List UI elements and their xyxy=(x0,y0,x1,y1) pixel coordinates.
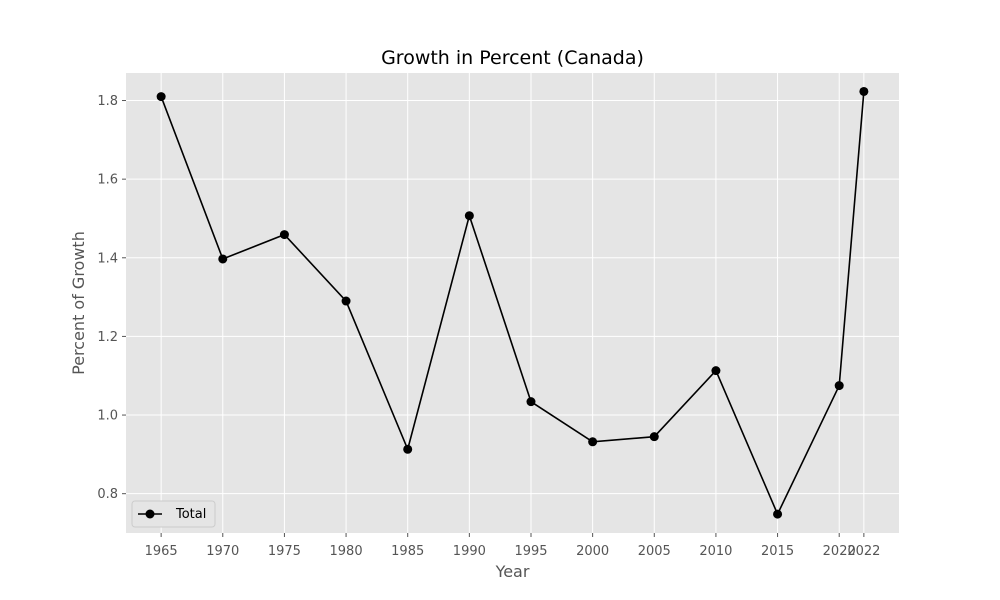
x-tick-label-1975: 1975 xyxy=(268,544,301,559)
data-point-2022 xyxy=(859,86,869,96)
y-tick-label-3: 1.4 xyxy=(97,251,118,266)
data-point-1985 xyxy=(403,444,413,454)
y-tick-label-4: 1.6 xyxy=(97,173,118,188)
x-tick-label-1995: 1995 xyxy=(514,544,547,559)
x-tick-label-2010: 2010 xyxy=(699,544,732,559)
data-point-1975 xyxy=(279,230,289,240)
x-tick-label-2005: 2005 xyxy=(638,544,671,559)
x-tick-label-2022: 2022 xyxy=(847,544,880,559)
legend-label-total: Total xyxy=(175,507,206,522)
data-point-1980 xyxy=(341,296,351,306)
x-axis-ticks: 1965 1970 1975 1980 1985 1990 1995 2000 2005 2010… xyxy=(145,533,880,559)
grid-lines xyxy=(126,73,899,533)
legend-marker-total xyxy=(145,509,155,519)
data-point-1965 xyxy=(156,92,166,102)
y-axis-label: Percent of Growth xyxy=(69,231,88,375)
data-point-1995 xyxy=(526,397,536,407)
legend: Total xyxy=(131,500,216,528)
x-tick-label-1965: 1965 xyxy=(145,544,178,559)
y-tick-label-1: 1.0 xyxy=(97,409,118,424)
data-point-1990 xyxy=(464,211,474,221)
chart-title: Growth in Percent (Canada) xyxy=(381,47,644,69)
x-tick-label-2020: 2020 xyxy=(823,544,856,559)
x-tick-label-1980: 1980 xyxy=(330,544,363,559)
data-point-1970 xyxy=(218,254,228,264)
x-tick-label-1985: 1985 xyxy=(391,544,424,559)
plot-area xyxy=(126,73,899,533)
data-point-2015 xyxy=(773,509,783,519)
data-point-2005 xyxy=(649,432,659,442)
x-tick-label-2000: 2000 xyxy=(576,544,609,559)
x-tick-label-1970: 1970 xyxy=(206,544,239,559)
y-tick-label-0: 0.8 xyxy=(97,487,118,502)
x-tick-label-2015: 2015 xyxy=(761,544,794,559)
y-axis-ticks: 0.8 1.0 1.2 1.4 1.6 1.8 xyxy=(97,94,126,502)
series-markers xyxy=(156,86,869,519)
data-point-2020 xyxy=(834,381,844,391)
x-axis-label: Year xyxy=(495,562,530,581)
y-tick-label-2: 1.2 xyxy=(97,330,118,345)
data-point-2010 xyxy=(711,366,721,376)
x-tick-label-1990: 1990 xyxy=(453,544,486,559)
data-point-2000 xyxy=(588,437,598,447)
y-tick-label-5: 1.8 xyxy=(97,94,118,109)
legend-box xyxy=(131,500,216,528)
